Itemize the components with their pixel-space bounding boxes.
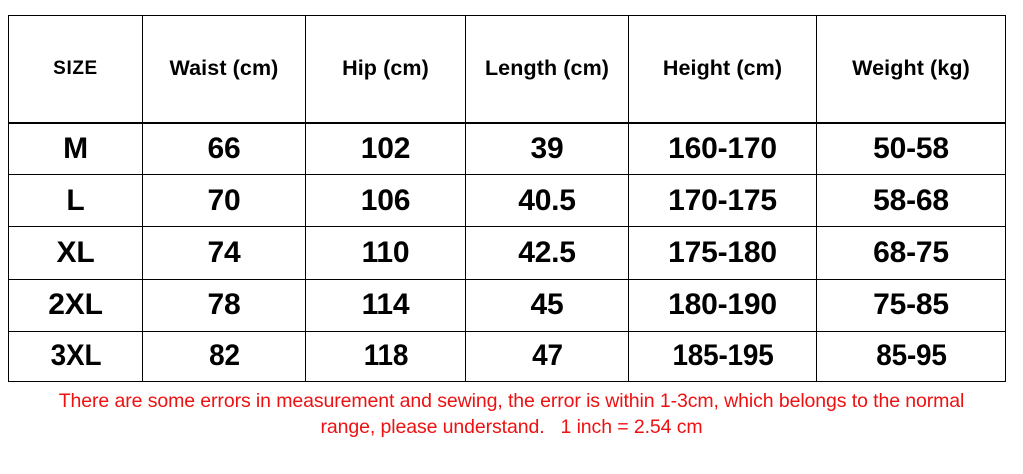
cell-height: 180-190	[628, 278, 817, 332]
cell-hip: 110	[305, 226, 466, 280]
cell-size: L	[8, 174, 143, 228]
cell-weight: 85-95	[822, 330, 1000, 383]
column-header-size: SIZE	[8, 15, 143, 124]
table-row: 3XL 82 118 47 185-195 85-95	[9, 330, 1006, 383]
cell-height: 170-175	[628, 174, 817, 228]
table-row: L 70 106 40.5 170-175 58-68	[8, 174, 1006, 228]
cell-waist: 82	[147, 330, 301, 383]
cell-waist: 78	[142, 278, 306, 332]
size-chart-table: SIZE Waist (cm) Hip (cm) Length (cm) Hei…	[8, 15, 1006, 383]
column-header-waist: Waist (cm)	[142, 15, 306, 124]
cell-length: 45	[465, 278, 629, 332]
cell-hip: 118	[310, 330, 461, 383]
cell-length: 47	[470, 330, 624, 383]
cell-length: 40.5	[465, 174, 629, 228]
table-header: SIZE Waist (cm) Hip (cm) Length (cm) Hei…	[8, 15, 1006, 124]
size-chart-table-container: SIZE Waist (cm) Hip (cm) Length (cm) Hei…	[8, 15, 1006, 383]
cell-size: 2XL	[8, 278, 143, 332]
cell-waist: 74	[142, 226, 306, 280]
column-header-weight: Weight (kg)	[816, 15, 1006, 124]
cell-weight: 58-68	[816, 174, 1006, 228]
cell-waist: 70	[142, 174, 306, 228]
cell-hip: 106	[305, 174, 466, 228]
table-header-row: SIZE Waist (cm) Hip (cm) Length (cm) Hei…	[8, 15, 1006, 124]
cell-size: M	[8, 121, 143, 176]
table-body: M 66 102 39 160-170 50-58 L 70 106 40.5 …	[8, 121, 1006, 383]
cell-height: 175-180	[628, 226, 817, 280]
cell-length: 42.5	[465, 226, 629, 280]
cell-length: 39	[465, 121, 629, 176]
cell-weight: 75-85	[816, 278, 1006, 332]
table-row: M 66 102 39 160-170 50-58	[8, 121, 1006, 176]
cell-height: 185-195	[634, 330, 811, 383]
column-header-hip: Hip (cm)	[305, 15, 466, 124]
measurement-disclaimer: There are some errors in measurement and…	[0, 388, 1023, 440]
column-header-height: Height (cm)	[628, 15, 817, 124]
cell-hip: 102	[305, 121, 466, 176]
table-row: 2XL 78 114 45 180-190 75-85	[8, 278, 1006, 332]
cell-height: 160-170	[628, 121, 817, 176]
table-row: XL 74 110 42.5 175-180 68-75	[8, 226, 1006, 280]
disclaimer-line-2: range, please understand. 1 inch = 2.54 …	[320, 416, 703, 438]
cell-hip: 114	[305, 278, 466, 332]
disclaimer-line-1: There are some errors in measurement and…	[58, 390, 965, 412]
column-header-length: Length (cm)	[465, 15, 629, 124]
cell-waist: 66	[142, 121, 306, 176]
cell-weight: 68-75	[816, 226, 1006, 280]
cell-size: XL	[8, 226, 143, 280]
cell-weight: 50-58	[816, 121, 1006, 176]
cell-size: 3XL	[12, 330, 139, 383]
